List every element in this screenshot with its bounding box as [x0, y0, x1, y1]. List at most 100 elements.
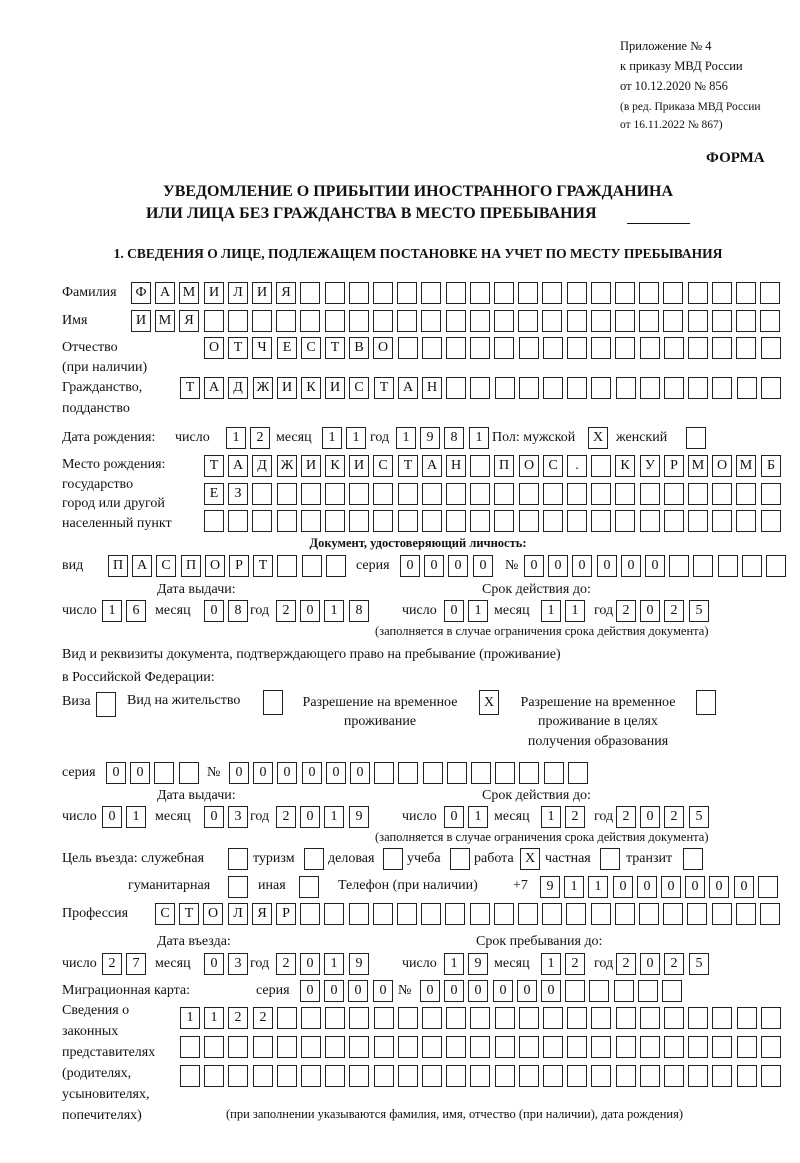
citizenship-field-cell[interactable] [495, 377, 515, 399]
migration-series-field-cell[interactable]: 0 [324, 980, 344, 1002]
citizenship-field-cell[interactable]: Т [180, 377, 200, 399]
birthplace-field-2-cell[interactable] [325, 483, 345, 505]
profession-field-cell[interactable] [663, 903, 683, 925]
citizenship-field-cell[interactable]: А [398, 377, 418, 399]
profession-field-cell[interactable] [470, 903, 490, 925]
representatives-field-3-cell[interactable] [253, 1065, 273, 1087]
representatives-field-2-cell[interactable] [228, 1036, 248, 1058]
name-field-cell[interactable] [518, 310, 538, 332]
citizenship-field-cell[interactable] [737, 377, 757, 399]
profession-field-cell[interactable]: Я [252, 903, 272, 925]
surname-field-cell[interactable] [373, 282, 393, 304]
representatives-field-1-cell[interactable] [543, 1007, 563, 1029]
profession-field-cell[interactable] [687, 903, 707, 925]
purpose-business-checkbox[interactable] [383, 848, 403, 870]
surname-field-cell[interactable] [300, 282, 320, 304]
migration-series-field-cell[interactable]: 0 [348, 980, 368, 1002]
profession-field-cell[interactable]: Л [228, 903, 248, 925]
stay-expiry-month-field-cell[interactable]: 1 [541, 806, 561, 828]
entry-year-field-cell[interactable]: 1 [324, 953, 344, 975]
migration-number-field-cell[interactable]: 0 [468, 980, 488, 1002]
representatives-field-2-cell[interactable] [398, 1036, 418, 1058]
birthplace-field-3-cell[interactable] [277, 510, 297, 532]
representatives-field-3-cell[interactable] [616, 1065, 636, 1087]
profession-field-cell[interactable] [445, 903, 465, 925]
profession-field-cell[interactable] [760, 903, 780, 925]
stay-number-field-cell[interactable]: 0 [350, 762, 370, 784]
purpose-humanitarian-checkbox[interactable] [228, 876, 248, 898]
phone-field-cell[interactable]: 0 [734, 876, 754, 898]
representatives-field-3-cell[interactable] [688, 1065, 708, 1087]
birthplace-field-3-cell[interactable] [349, 510, 369, 532]
birthplace-field-1-cell[interactable]: Т [398, 455, 418, 477]
name-field-cell[interactable] [470, 310, 490, 332]
sex-male-checkbox[interactable]: X [588, 427, 608, 449]
surname-field-cell[interactable] [639, 282, 659, 304]
doc-number-field-cell[interactable] [669, 555, 689, 577]
doc-issue-year-field-cell[interactable]: 8 [349, 600, 369, 622]
migration-number-field-cell[interactable] [565, 980, 585, 1002]
birthplace-field-1-cell[interactable]: И [301, 455, 321, 477]
stay-until-day-field-cell[interactable]: 9 [468, 953, 488, 975]
name-field-cell[interactable] [252, 310, 272, 332]
representatives-field-1-cell[interactable]: 2 [253, 1007, 273, 1029]
birthplace-field-2-cell[interactable] [640, 483, 660, 505]
surname-field-cell[interactable] [663, 282, 683, 304]
representatives-field-2-cell[interactable] [325, 1036, 345, 1058]
birthplace-field-3-cell[interactable] [204, 510, 224, 532]
doc-type-field-cell[interactable] [302, 555, 322, 577]
birth-day-field-cell[interactable]: 2 [250, 427, 270, 449]
citizenship-field-cell[interactable] [543, 377, 563, 399]
birthplace-field-1-cell[interactable]: У [640, 455, 660, 477]
entry-year-field-cell[interactable]: 9 [349, 953, 369, 975]
surname-field-cell[interactable] [494, 282, 514, 304]
name-field-cell[interactable] [760, 310, 780, 332]
phone-field-cell[interactable]: 9 [540, 876, 560, 898]
profession-field-cell[interactable] [349, 903, 369, 925]
surname-field-cell[interactable] [591, 282, 611, 304]
entry-year-field-cell[interactable]: 0 [300, 953, 320, 975]
patronymic-field-cell[interactable]: С [301, 337, 321, 359]
phone-field-cell[interactable]: 1 [564, 876, 584, 898]
surname-field-cell[interactable]: Я [276, 282, 296, 304]
surname-field-cell[interactable]: М [179, 282, 199, 304]
birthplace-field-1-cell[interactable]: Н [446, 455, 466, 477]
representatives-field-1-cell[interactable]: 2 [228, 1007, 248, 1029]
doc-type-field-cell[interactable]: С [156, 555, 176, 577]
citizenship-field-cell[interactable] [446, 377, 466, 399]
doc-issue-year-field-cell[interactable]: 1 [324, 600, 344, 622]
stay-number-field-cell[interactable] [519, 762, 539, 784]
birth-year-field-cell[interactable]: 8 [444, 427, 464, 449]
doc-type-field-cell[interactable]: П [108, 555, 128, 577]
representatives-field-3-cell[interactable] [325, 1065, 345, 1087]
stay-number-field-cell[interactable]: 0 [302, 762, 322, 784]
profession-field-cell[interactable] [615, 903, 635, 925]
migration-number-field-cell[interactable] [662, 980, 682, 1002]
representatives-field-2-cell[interactable] [349, 1036, 369, 1058]
representatives-field-3-cell[interactable] [398, 1065, 418, 1087]
birthplace-field-2-cell[interactable] [349, 483, 369, 505]
doc-series-field-cell[interactable]: 0 [424, 555, 444, 577]
citizenship-field-cell[interactable]: Н [422, 377, 442, 399]
representatives-field-2-cell[interactable] [616, 1036, 636, 1058]
birth-year-field-cell[interactable]: 1 [396, 427, 416, 449]
representatives-field-1-cell[interactable] [495, 1007, 515, 1029]
birthplace-field-2-cell[interactable]: Е [204, 483, 224, 505]
patronymic-field-cell[interactable]: Т [325, 337, 345, 359]
birthplace-field-1-cell[interactable]: С [373, 455, 393, 477]
name-field-cell[interactable] [615, 310, 635, 332]
representatives-field-3-cell[interactable] [640, 1065, 660, 1087]
birthplace-field-3-cell[interactable] [252, 510, 272, 532]
birthplace-field-3-cell[interactable] [543, 510, 563, 532]
representatives-field-1-cell[interactable] [374, 1007, 394, 1029]
birthplace-field-1-cell[interactable]: М [736, 455, 756, 477]
stay-until-year-field-cell[interactable]: 2 [664, 953, 684, 975]
birthplace-field-3-cell[interactable] [712, 510, 732, 532]
stay-series-field-cell[interactable]: 0 [106, 762, 126, 784]
surname-field-cell[interactable] [567, 282, 587, 304]
name-field-cell[interactable]: Я [179, 310, 199, 332]
name-field-cell[interactable] [542, 310, 562, 332]
birthplace-field-3-cell[interactable] [688, 510, 708, 532]
birthplace-field-2-cell[interactable] [301, 483, 321, 505]
representatives-field-2-cell[interactable] [495, 1036, 515, 1058]
